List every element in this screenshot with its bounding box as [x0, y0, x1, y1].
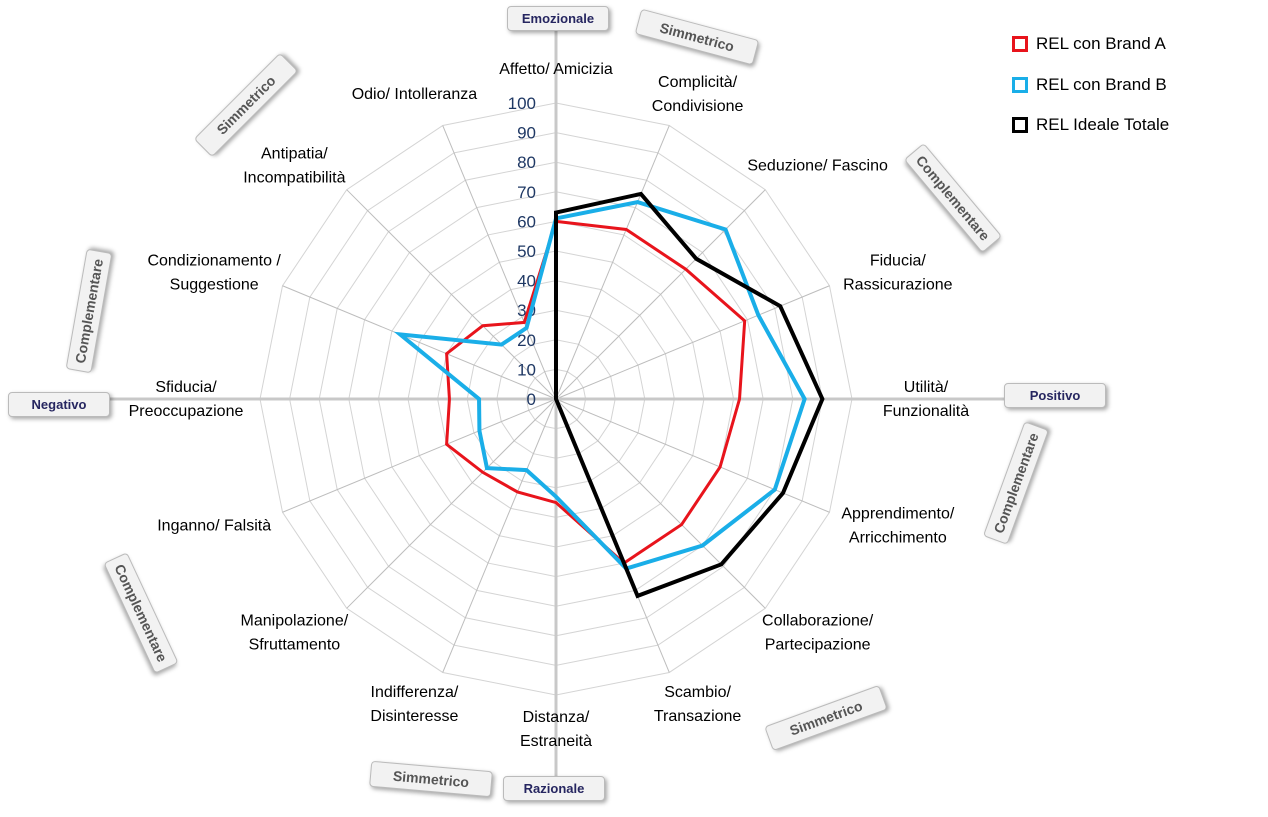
spoke	[555, 398, 766, 609]
tick-label: 70	[517, 183, 536, 202]
data-point	[804, 398, 806, 400]
tick-label: 50	[517, 242, 536, 261]
data-point	[516, 491, 518, 493]
tick-label: 80	[517, 153, 536, 172]
axis-label: Fiducia/Rassicurazione	[843, 253, 952, 294]
data-point	[695, 258, 697, 260]
data-point	[782, 492, 784, 494]
spoke	[555, 125, 670, 400]
data-point	[399, 333, 401, 335]
series-line	[554, 191, 825, 599]
axis-label: Antipatia/Incompatibilità	[243, 146, 345, 187]
tick-label: 100	[508, 94, 536, 113]
data-point	[637, 201, 639, 203]
data-point	[757, 314, 759, 316]
legend-label: REL con Brand B	[1036, 75, 1167, 94]
data-point	[555, 212, 557, 214]
data-point	[555, 496, 557, 498]
data-point	[719, 466, 721, 468]
data-point	[637, 595, 639, 597]
legend-swatch	[1012, 117, 1028, 133]
series-line	[445, 219, 747, 565]
spoke	[442, 398, 557, 673]
axis-label: Apprendimento/Arricchimento	[841, 505, 955, 546]
data-point	[501, 344, 503, 346]
data-point	[739, 398, 741, 400]
axis-label: Utilità/Funzionalità	[883, 379, 969, 420]
data-point	[486, 467, 488, 469]
spoke	[282, 398, 557, 513]
data-point	[523, 321, 525, 323]
legend-swatch	[1012, 77, 1028, 93]
data-point	[478, 430, 480, 432]
direction-right: Positivo	[1004, 383, 1106, 408]
legend-item-brand-b: REL con Brand B	[1012, 75, 1167, 95]
spoke	[282, 285, 557, 400]
spoke	[442, 125, 557, 400]
axis-label: Manipolazione/Sfruttamento	[241, 612, 349, 653]
data-point	[526, 469, 528, 471]
axis-label: Condizionamento / Suggestione	[147, 253, 281, 294]
data-point	[681, 524, 683, 526]
data-point	[482, 471, 484, 473]
data-point	[555, 398, 557, 400]
spoke	[346, 189, 557, 400]
data-point	[744, 320, 746, 322]
axis-label: Odio/ Intolleranza	[352, 86, 478, 103]
legend-label: REL Ideale Totale	[1036, 115, 1170, 134]
direction-left: Negativo	[8, 392, 110, 417]
data-point	[702, 545, 704, 547]
spoke	[346, 398, 557, 609]
direction-bottom: Razionale	[503, 776, 605, 801]
axis-label: Indifferenza/Disinteresse	[370, 684, 458, 725]
legend-item-ideale: REL Ideale Totale	[1012, 115, 1169, 135]
tick-label: 60	[517, 212, 536, 231]
data-point	[685, 268, 687, 270]
data-point	[482, 325, 484, 327]
tick-label: 20	[517, 331, 536, 350]
spoke	[555, 285, 830, 400]
data-point	[779, 305, 781, 307]
data-point	[725, 228, 727, 230]
axis-label: Complicità/Condivisione	[652, 74, 744, 115]
axis-label: Scambio/Transazione	[654, 684, 742, 725]
axis-label: Collaborazione/Partecipazione	[762, 612, 874, 653]
spoke	[555, 189, 766, 400]
legend-swatch	[1012, 36, 1028, 52]
axis-label: Affetto/ Amicizia	[499, 61, 613, 78]
data-point	[774, 489, 776, 491]
tick-label: 40	[517, 272, 536, 291]
legend-item-brand-a: REL con Brand A	[1012, 34, 1166, 54]
legend-label: REL con Brand A	[1036, 34, 1166, 53]
data-point	[625, 228, 627, 230]
data-point	[478, 398, 480, 400]
data-point	[446, 353, 448, 355]
data-point	[821, 398, 823, 400]
data-point	[448, 398, 450, 400]
axis-label: Distanza/Estraneità	[520, 709, 592, 750]
data-point	[720, 563, 722, 565]
direction-top: Emozionale	[507, 6, 609, 31]
data-point	[526, 327, 528, 329]
tick-label: 90	[517, 124, 536, 143]
data-point	[446, 443, 448, 445]
data-point	[640, 193, 642, 195]
data-point	[555, 502, 557, 504]
axis-label: Seduzione/ Fascino	[747, 158, 888, 175]
tick-label: 0	[527, 390, 536, 409]
axis-label: Inganno/ Falsità	[157, 517, 271, 534]
tick-label: 10	[517, 360, 536, 379]
axis-label: Sfiducia/Preoccupazione	[129, 379, 244, 420]
